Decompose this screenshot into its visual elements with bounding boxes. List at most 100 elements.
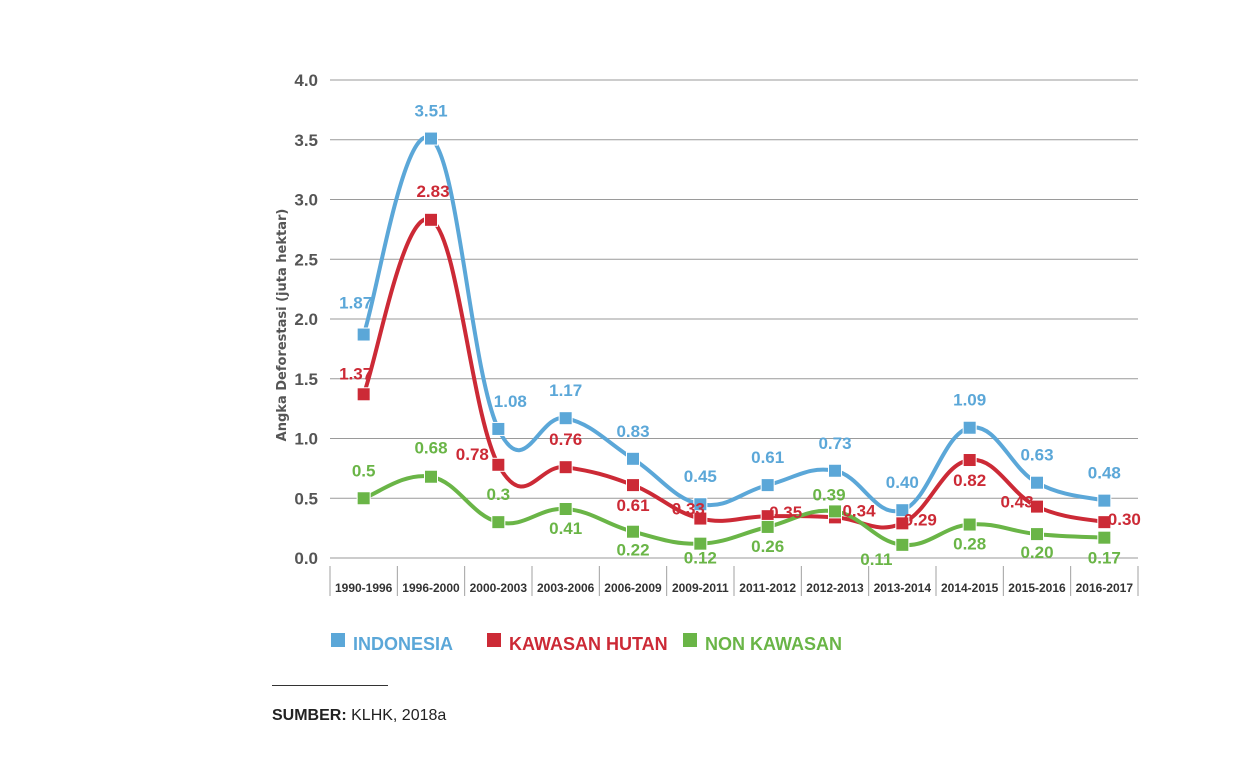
data-label: 0.82 — [953, 471, 986, 490]
data-point — [424, 212, 438, 227]
legend-swatch — [487, 633, 501, 647]
data-point — [491, 421, 506, 436]
data-label: 0.41 — [549, 519, 582, 538]
data-point — [962, 453, 977, 468]
data-point — [1097, 515, 1112, 530]
x-axis: 1990-1996 1996-2000 2000-2003 2003-2006 2006… — [329, 566, 1139, 596]
legend: INDONESIA KAWASAN HUTAN NON KAWASAN — [331, 633, 842, 654]
data-label: 0.39 — [812, 485, 845, 504]
data-label: 0.34 — [842, 501, 876, 520]
x-tick-label: 2013-2014 — [874, 581, 932, 595]
data-point — [491, 515, 506, 530]
data-point — [356, 491, 371, 506]
legend-label: KAWASAN HUTAN — [509, 634, 668, 654]
data-point — [558, 411, 573, 426]
x-tick-label: 2016-2017 — [1076, 581, 1134, 595]
data-label: 0.61 — [616, 496, 649, 515]
y-tick-label: 0.0 — [294, 549, 318, 568]
data-point — [1030, 499, 1044, 514]
data-label: 1.87 — [339, 294, 372, 313]
source-text: KLHK, 2018a — [346, 707, 447, 724]
data-point — [356, 327, 371, 342]
data-label: 0.29 — [904, 510, 937, 529]
data-label: 0.3 — [487, 485, 511, 504]
data-point — [760, 478, 775, 493]
data-point — [424, 131, 438, 146]
data-label: 0.20 — [1020, 543, 1053, 562]
data-label: 0.78 — [456, 445, 489, 464]
data-label: 0.11 — [860, 550, 892, 569]
data-point — [1030, 475, 1044, 490]
data-point — [693, 511, 708, 526]
data-label: 2.83 — [416, 182, 449, 201]
data-label: 1.37 — [339, 364, 372, 383]
data-label: 0.43 — [1000, 493, 1033, 512]
data-label: 0.83 — [616, 422, 649, 441]
x-tick-label: 2009-2011 — [672, 581, 729, 595]
data-point — [693, 536, 708, 551]
legend-label: NON KAWASAN — [705, 634, 842, 654]
data-label: 0.12 — [684, 549, 717, 568]
data-point — [626, 478, 640, 493]
data-point — [828, 504, 842, 519]
y-axis-label: Angka Deforestasi (juta hektar) — [275, 209, 290, 442]
x-tick-label: 2014-2015 — [941, 581, 999, 595]
y-tick-label: 1.0 — [294, 430, 318, 449]
series-markers — [356, 131, 1112, 552]
x-tick-label: 2000-2003 — [470, 581, 528, 595]
data-point — [962, 517, 977, 532]
data-point — [693, 497, 708, 512]
data-point — [962, 420, 977, 435]
data-label: 0.5 — [352, 461, 376, 480]
data-point — [558, 460, 573, 475]
y-tick-label: 2.5 — [294, 250, 318, 269]
data-point — [895, 516, 910, 531]
x-tick-label: 1990-1996 — [335, 581, 393, 595]
data-point — [1030, 527, 1044, 542]
data-label: 0.61 — [751, 448, 784, 467]
data-labels: 1.87 3.51 1.08 1.17 0.83 0.45 0.61 0.73 0.40 1.09… — [339, 102, 1141, 569]
data-point — [1097, 530, 1112, 545]
data-label: 0.33 — [672, 500, 705, 519]
data-label: 1.09 — [953, 391, 986, 410]
x-tick-label: 2015-2016 — [1008, 581, 1066, 595]
data-point — [491, 457, 506, 472]
series-lines — [361, 135, 1107, 547]
y-tick-label: 3.5 — [294, 131, 318, 150]
y-tick-label: 0.5 — [294, 489, 318, 508]
data-label: 1.08 — [494, 392, 527, 411]
y-tick-label: 2.0 — [294, 310, 318, 329]
y-axis-ticks: 0.0 0.5 1.0 1.5 2.0 2.5 3.0 3.5 4.0 — [294, 71, 318, 568]
data-point — [626, 451, 640, 466]
data-label: 0.35 — [769, 503, 802, 522]
y-tick-label: 3.0 — [294, 191, 318, 210]
x-tick-label: 1996-2000 — [402, 581, 460, 595]
legend-swatch — [683, 633, 697, 647]
data-label: 0.28 — [953, 535, 986, 554]
data-label: 0.68 — [414, 439, 447, 458]
series-line — [361, 474, 1107, 547]
y-tick-label: 1.5 — [294, 370, 318, 389]
data-label: 0.73 — [818, 434, 851, 453]
x-tick-label: 2003-2006 — [537, 581, 595, 595]
data-label: 3.51 — [414, 102, 447, 121]
series-line — [361, 217, 1107, 530]
data-label: 0.26 — [751, 537, 784, 556]
data-point — [558, 502, 573, 517]
data-point — [626, 524, 640, 539]
x-tick-label: 2012-2013 — [806, 581, 864, 595]
data-label: 0.45 — [684, 467, 717, 486]
x-tick-label: 2006-2009 — [604, 581, 662, 595]
data-label: 0.22 — [616, 541, 649, 560]
data-label: 1.17 — [549, 381, 582, 400]
source-label: SUMBER: — [272, 707, 347, 724]
data-label: 0.40 — [886, 473, 919, 492]
data-point — [1097, 493, 1112, 508]
data-point — [895, 537, 910, 552]
data-label: 0.63 — [1020, 446, 1053, 465]
data-label: 0.17 — [1088, 549, 1121, 568]
y-tick-label: 4.0 — [294, 71, 318, 90]
legend-swatch — [331, 633, 345, 647]
data-point — [828, 463, 842, 478]
legend-label: INDONESIA — [353, 634, 453, 654]
